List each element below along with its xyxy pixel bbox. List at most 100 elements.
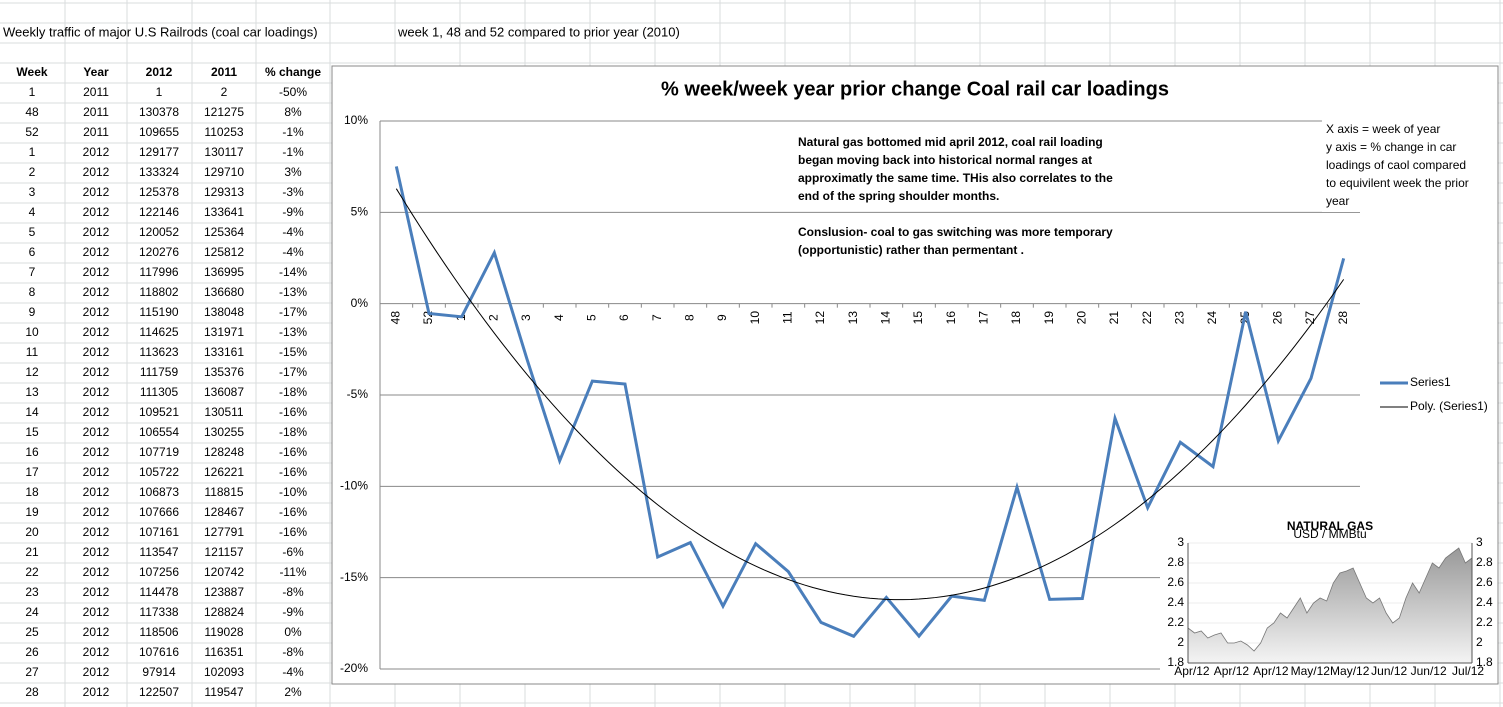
cell: 2012 (83, 385, 110, 399)
x-tick-label: 12 (813, 311, 827, 325)
x-tick-label: 48 (389, 311, 403, 325)
x-tick-label: 5 (585, 314, 599, 321)
cell: 131971 (204, 325, 244, 339)
cell: 2012 (83, 605, 110, 619)
inset-y-label: 2.6 (1167, 575, 1184, 589)
cell: 0% (284, 625, 302, 639)
cell: 52 (25, 125, 39, 139)
cell: -4% (282, 665, 304, 679)
cell: -16% (279, 525, 307, 539)
cell: 111305 (140, 385, 179, 399)
x-tick-label: 2 (487, 314, 501, 321)
x-tick-label: 21 (1107, 311, 1121, 325)
legend-label: Poly. (Series1) (1410, 399, 1488, 413)
inset-y-label: 2.6 (1476, 575, 1493, 589)
cell: 2012 (83, 145, 110, 159)
cell: -17% (279, 305, 307, 319)
cell: 2012 (83, 325, 110, 339)
annotation: X axis = week of year (1326, 122, 1440, 136)
cell: 116351 (204, 645, 243, 659)
cell: 2012 (83, 645, 110, 659)
cell: 2012 (83, 625, 110, 639)
cell: 2011 (83, 85, 109, 99)
inset-y-label: 2.2 (1476, 615, 1493, 629)
x-tick-label: 13 (846, 311, 860, 325)
x-tick-label: 22 (1140, 311, 1154, 325)
x-tick-label: 23 (1173, 311, 1187, 325)
cell: 3 (29, 185, 36, 199)
cell: 2012 (83, 505, 110, 519)
cell: 2012 (83, 445, 110, 459)
cell: -10% (279, 485, 307, 499)
trendline (395, 188, 1345, 601)
cell: 17 (25, 465, 39, 479)
x-tick-label: 28 (1336, 311, 1350, 325)
cell: 2012 (83, 425, 110, 439)
cell: 119028 (204, 625, 243, 639)
y-tick-label: 5% (351, 205, 369, 219)
cell: 2012 (83, 245, 110, 259)
cell: 2012 (83, 585, 110, 599)
cell: 2012 (83, 405, 110, 419)
column-header: Year (83, 65, 109, 79)
cell: -16% (279, 445, 307, 459)
cell: 109655 (139, 125, 179, 139)
inset-y-label: 3 (1177, 535, 1184, 549)
cell: -8% (282, 645, 304, 659)
cell: 27 (25, 665, 39, 679)
cell: 130117 (204, 145, 243, 159)
x-tick-label: 19 (1042, 311, 1056, 325)
inset-x-label: May/12 (1330, 664, 1370, 678)
cell: -4% (282, 245, 304, 259)
x-tick-label: 6 (617, 314, 631, 321)
cell: 2012 (83, 465, 110, 479)
x-tick-label: 4 (552, 314, 566, 321)
cell: -16% (279, 505, 307, 519)
cell: 138048 (204, 305, 244, 319)
cell: 2012 (83, 685, 110, 699)
cell: 28 (25, 685, 39, 699)
cell: 2012 (83, 285, 110, 299)
cell: 2011 (83, 105, 109, 119)
inset-x-label: Jun/12 (1411, 664, 1447, 678)
cell: 106554 (139, 425, 179, 439)
cell: 122507 (139, 685, 179, 699)
cell: -9% (282, 605, 304, 619)
cell: 120052 (139, 225, 179, 239)
cell: 1 (29, 145, 36, 159)
inset-y-label: 2.4 (1476, 595, 1493, 609)
x-tick-label: 16 (944, 311, 958, 325)
cell: -14% (279, 265, 307, 279)
cell: 130511 (204, 405, 243, 419)
cell: 126221 (204, 465, 244, 479)
x-tick-label: 11 (781, 311, 795, 324)
cell: -1% (282, 125, 304, 139)
cell: 127791 (204, 525, 244, 539)
cell: 121275 (204, 105, 244, 119)
annotation: approximatly the same time. THis also co… (798, 171, 1113, 185)
cell: 2012 (83, 525, 110, 539)
x-tick-label: 17 (977, 311, 991, 325)
cell: 130378 (139, 105, 179, 119)
x-tick-label: 26 (1271, 311, 1285, 325)
cell: -8% (282, 585, 304, 599)
cell: 128467 (204, 505, 244, 519)
cell: 97914 (142, 665, 176, 679)
cell: 123887 (204, 585, 244, 599)
cell: 48 (25, 105, 39, 119)
cell: 2011 (83, 125, 109, 139)
cell: 2012 (83, 345, 110, 359)
cell: -18% (279, 425, 307, 439)
annotation: Conslusion- coal to gas switching was mo… (798, 225, 1113, 239)
cell: 8% (284, 105, 302, 119)
cell: -1% (282, 145, 304, 159)
inset-area (1188, 548, 1472, 663)
cell: 107719 (139, 445, 179, 459)
cell: 7 (29, 265, 36, 279)
cell: 22 (25, 565, 39, 579)
cell: 125378 (139, 185, 179, 199)
cell: 14 (25, 405, 39, 419)
cell: 26 (25, 645, 39, 659)
cell: 6 (29, 245, 36, 259)
x-tick-label: 10 (748, 311, 762, 325)
